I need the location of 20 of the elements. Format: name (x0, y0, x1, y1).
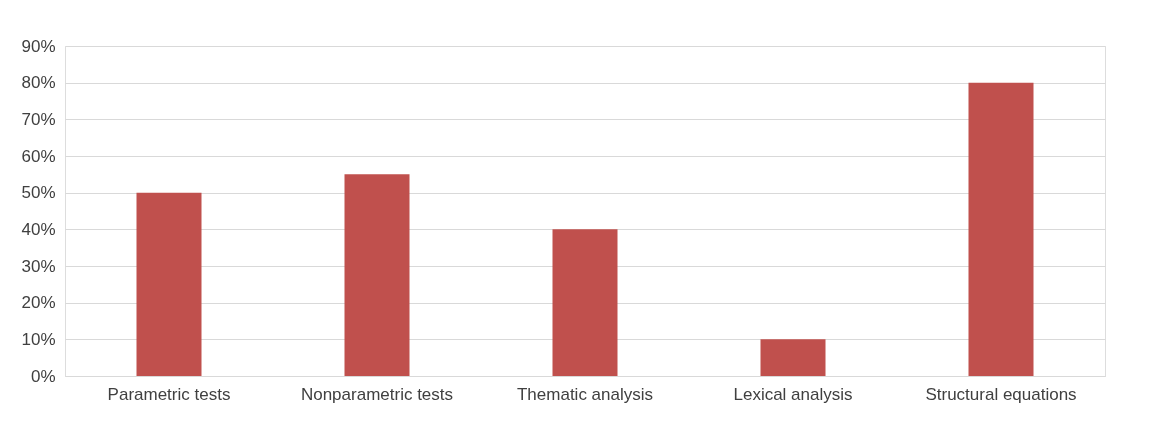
x-tick-label: Nonparametric tests (300, 384, 454, 404)
bar (344, 174, 410, 376)
y-tick-label: 60% (21, 146, 56, 166)
y-tick-label: 20% (21, 293, 56, 313)
x-tick-label: Thematic analysis (516, 384, 654, 404)
y-tick-label: 0% (30, 366, 56, 386)
y-tick-label: 30% (21, 256, 56, 276)
bar (760, 339, 826, 376)
x-tick-label: Structural equations (925, 384, 1077, 404)
y-tick-label: 40% (21, 219, 56, 239)
y-tick-label: 10% (21, 329, 56, 349)
y-tick-label: 90% (21, 36, 56, 56)
y-tick-label: 80% (21, 73, 56, 93)
x-tick-label: Lexical analysis (733, 384, 853, 404)
bar (136, 192, 202, 376)
bar (968, 82, 1034, 376)
x-tick-label: Parametric tests (107, 384, 231, 404)
y-tick-label: 50% (21, 183, 56, 203)
bar (552, 229, 618, 376)
y-tick-label: 70% (21, 109, 56, 129)
